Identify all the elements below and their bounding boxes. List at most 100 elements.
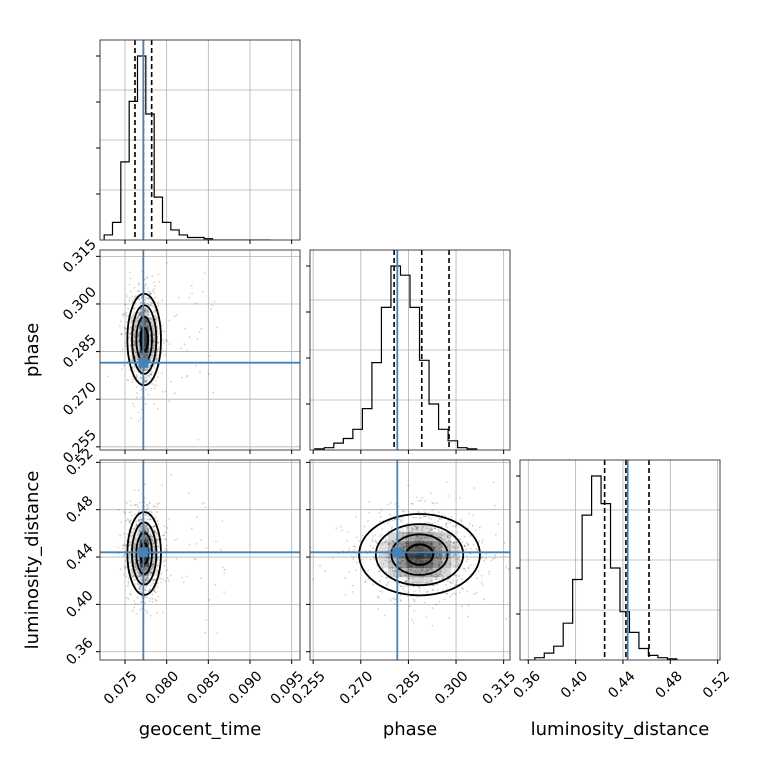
scatter-point: [425, 568, 428, 571]
scatter-point: [194, 365, 197, 367]
scatter-point: [128, 557, 131, 560]
scatter-point: [132, 378, 134, 381]
scatter-point: [145, 567, 147, 570]
scatter-point: [420, 537, 423, 540]
scatter-point: [156, 538, 159, 541]
scatter-point: [418, 534, 421, 537]
scatter-point: [140, 518, 143, 521]
scatter-point: [153, 590, 156, 593]
scatter-point: [136, 583, 139, 586]
scatter-point: [448, 616, 450, 619]
density-cell: [148, 353, 158, 363]
scatter-point: [467, 615, 469, 618]
scatter-point: [203, 272, 206, 275]
scatter-point: [139, 314, 142, 316]
scatter-point: [134, 547, 137, 549]
scatter-point: [421, 576, 423, 579]
scatter-point: [434, 527, 437, 530]
scatter-point: [157, 523, 160, 526]
scatter-point: [146, 576, 149, 579]
scatter-point: [129, 333, 132, 335]
scatter-point: [151, 323, 154, 325]
scatter-point: [130, 359, 133, 362]
scatter-point: [152, 553, 155, 555]
scatter-point: [139, 311, 142, 314]
scatter-point: [153, 315, 156, 317]
scatter-point: [416, 526, 419, 529]
scatter-point: [365, 557, 368, 560]
scatter-point: [384, 559, 387, 562]
scatter-point: [125, 314, 128, 317]
scatter-point: [448, 536, 451, 539]
x-tick-label: 0.270: [337, 668, 377, 708]
scatter-point: [467, 566, 470, 569]
scatter-point: [145, 354, 148, 357]
scatter-point: [410, 537, 413, 540]
x-tick-label: 0.300: [432, 668, 472, 708]
scatter-point: [152, 563, 155, 566]
scatter-point: [139, 367, 142, 370]
scatter-point: [138, 587, 141, 590]
scatter-point: [144, 530, 146, 533]
scatter-point: [147, 590, 150, 593]
scatter-point: [437, 564, 440, 566]
scatter-point: [163, 564, 165, 567]
scatter-point: [400, 600, 402, 602]
scatter-point: [402, 535, 405, 538]
scatter-point: [211, 304, 214, 307]
scatter-point: [164, 580, 167, 582]
scatter-point: [435, 578, 437, 581]
y-tick-label: 0.44: [63, 540, 96, 573]
scatter-point: [376, 595, 379, 598]
scatter-point: [151, 305, 154, 308]
scatter-point: [132, 313, 135, 316]
scatter-point: [443, 533, 446, 536]
scatter-point: [443, 598, 446, 601]
scatter-point: [139, 585, 142, 588]
scatter-point: [457, 563, 459, 565]
x-tick-label: 0.085: [184, 668, 224, 708]
scatter-point: [154, 598, 157, 601]
scatter-point: [439, 570, 442, 573]
scatter-point: [435, 573, 438, 576]
scatter-point: [146, 503, 149, 506]
density-cell: [130, 326, 140, 336]
scatter-point: [413, 524, 416, 527]
scatter-point: [476, 577, 478, 580]
scatter-point: [416, 596, 419, 598]
scatter-point: [398, 530, 401, 533]
scatter-point: [144, 589, 146, 591]
panel-frame: [99, 39, 301, 241]
scatter-point: [401, 516, 404, 519]
contour-level: [390, 533, 449, 576]
scatter-point: [123, 543, 125, 546]
scatter-point: [144, 567, 146, 570]
scatter-point: [455, 583, 458, 586]
scatter-point: [413, 590, 416, 593]
scatter-point: [403, 510, 406, 513]
scatter-point: [208, 599, 211, 601]
scatter-point: [135, 317, 138, 320]
scatter-point: [339, 525, 342, 528]
scatter-point: [699, 595, 701, 597]
scatter-point: [187, 296, 190, 299]
scatter-point: [153, 367, 156, 369]
scatter-point: [399, 575, 402, 578]
scatter-point: [213, 300, 216, 303]
scatter-point: [144, 536, 147, 539]
scatter-point: [139, 526, 142, 529]
scatter-point: [132, 528, 135, 531]
scatter-point: [152, 311, 155, 314]
scatter-point: [444, 555, 447, 558]
scatter-point: [145, 577, 148, 580]
scatter-point: [151, 349, 154, 352]
scatter-point: [151, 563, 154, 566]
scatter-point: [144, 589, 147, 591]
scatter-point: [149, 357, 152, 359]
scatter-point: [127, 577, 130, 580]
scatter-point: [152, 578, 155, 581]
scatter-point: [399, 575, 402, 577]
scatter-point: [163, 560, 165, 563]
scatter-point: [144, 355, 146, 358]
density-cell: [397, 559, 407, 569]
